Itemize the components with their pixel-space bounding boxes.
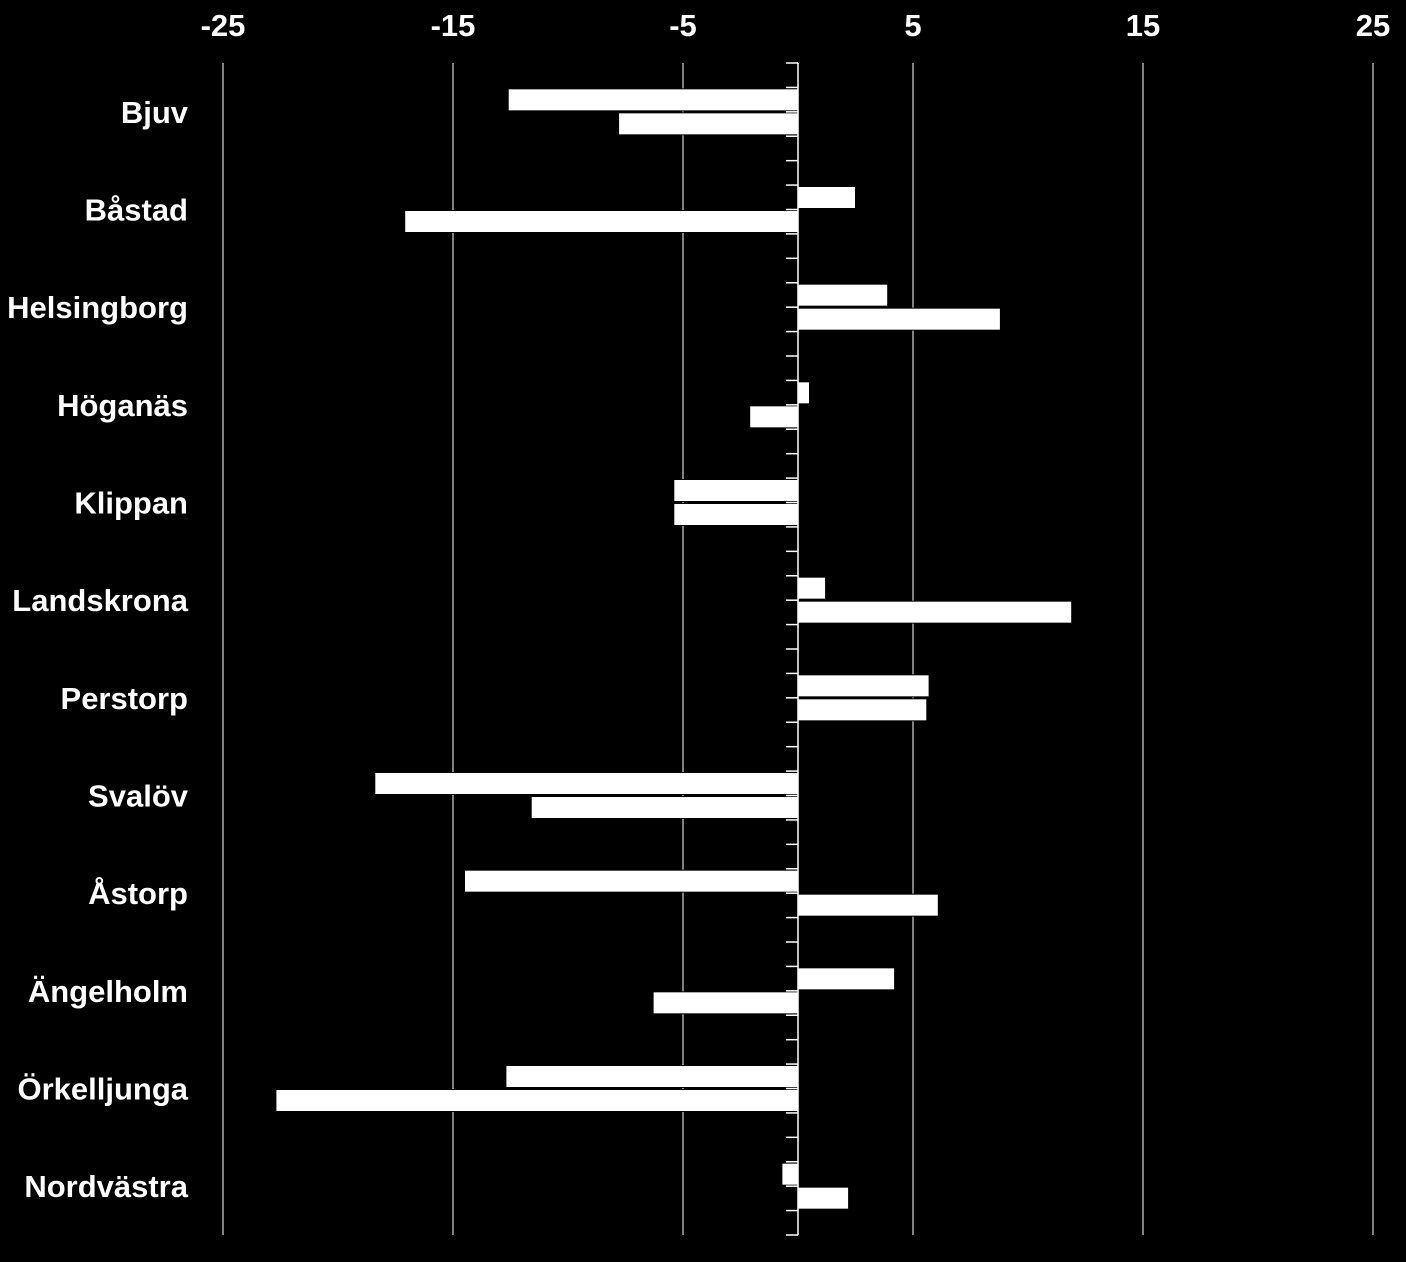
category-label: Bjuv [121, 95, 189, 130]
gridlines [222, 63, 1374, 1235]
category-label: Svalöv [88, 779, 189, 814]
category-label: Åstorp [88, 876, 188, 911]
bar-series2-10 [275, 1089, 799, 1112]
bar-series1-1 [797, 186, 856, 209]
bar-series2-8 [797, 893, 939, 917]
bar-series2-2 [797, 307, 1001, 331]
bar-series1-6 [797, 674, 930, 698]
category-label: Nordvästra [24, 1169, 188, 1204]
bar-series1-5 [797, 576, 827, 600]
bar-series1-8 [464, 869, 799, 893]
bar-series2-9 [652, 991, 799, 1015]
bar-series2-5 [797, 600, 1073, 624]
bar-series2-6 [797, 698, 928, 722]
x-tick-label: -15 [431, 8, 476, 43]
category-label: Höganäs [57, 388, 188, 423]
x-tick-label: 25 [1356, 8, 1390, 43]
x-tick-label: -25 [201, 8, 246, 43]
bar-series1-7 [374, 772, 799, 795]
bar-series1-0 [507, 88, 799, 112]
category-label: Landskrona [12, 583, 188, 618]
category-label: Båstad [85, 193, 188, 228]
category-label: Perstorp [61, 681, 188, 716]
value-axis-tick-labels: -25 -15 -5 5 15 25 [201, 8, 1391, 43]
bar-series2-4 [673, 503, 799, 526]
bar-series2-0 [618, 112, 799, 136]
x-tick-label: -5 [669, 8, 697, 43]
x-tick-label: 15 [1126, 8, 1160, 43]
bar-series1-11 [781, 1162, 799, 1186]
x-tick-label: 5 [904, 8, 921, 43]
bar-series2-11 [797, 1186, 850, 1210]
category-label: Klippan [74, 486, 188, 521]
category-label: Helsingborg [7, 290, 188, 325]
bar-series2-7 [530, 796, 799, 819]
bar-series2-3 [749, 405, 799, 429]
category-axis [786, 62, 799, 1236]
bar-series1-3 [797, 381, 810, 405]
category-label: Örkelljunga [17, 1072, 188, 1107]
category-label: Ängelholm [28, 974, 188, 1009]
bar-series1-4 [673, 479, 799, 502]
bar-series2-1 [404, 210, 799, 233]
bar-series1-2 [797, 283, 889, 307]
bar-series1-10 [505, 1065, 799, 1088]
bar-series1-9 [797, 967, 896, 991]
category-labels: Bjuv Båstad Helsingborg Höganäs Klippan Lands… [7, 95, 189, 1204]
bars [275, 88, 1073, 1210]
